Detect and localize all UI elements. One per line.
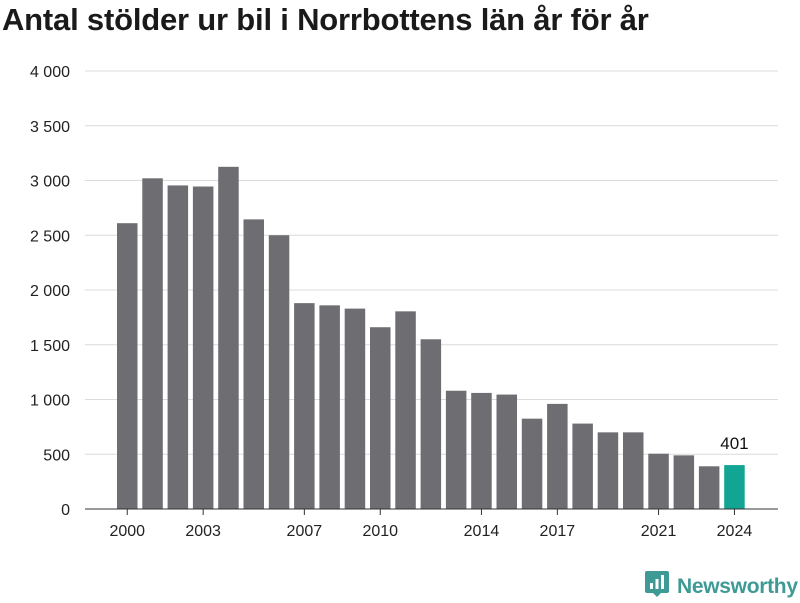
bar-2008 — [319, 305, 340, 509]
bars — [117, 166, 745, 510]
bar-2007 — [294, 303, 315, 509]
bar-2011 — [395, 311, 416, 509]
bar-2005 — [243, 219, 264, 509]
x-axis: 2000 2003 2007 2010 2014 2017 2021 2024 — [85, 508, 778, 540]
bar-2024 — [724, 465, 745, 509]
chart-title: Antal stölder ur bil i Norrbottens län å… — [2, 2, 649, 37]
x-tick-label: 2021 — [641, 523, 677, 540]
bar-2012 — [420, 339, 442, 509]
y-tick-label: 2 000 — [30, 283, 70, 300]
y-tick-label: 3 000 — [30, 174, 70, 191]
y-tick-label: 1 500 — [30, 338, 70, 355]
bar-2010 — [370, 327, 391, 509]
newsworthy-logo-icon — [644, 570, 670, 603]
bar-2022 — [673, 455, 695, 509]
bar-2021 — [648, 453, 669, 509]
x-tick-label: 2024 — [717, 523, 753, 540]
bar-2004 — [218, 166, 239, 509]
bar-2001 — [142, 178, 163, 509]
bar-2015 — [496, 394, 517, 509]
bar-2014 — [471, 392, 492, 509]
y-tick-label: 4 000 — [30, 64, 70, 81]
y-axis-ticks: 0 500 1 000 1 500 2 000 2 500 3 000 3 500 4 000 — [30, 64, 70, 519]
bar-2018 — [572, 423, 593, 509]
bar-2016 — [521, 418, 543, 509]
y-tick-label: 1 000 — [30, 393, 70, 410]
bar-2013 — [445, 390, 467, 509]
x-tick-label: 2007 — [287, 523, 323, 540]
x-tick-label: 2000 — [109, 523, 145, 540]
bar-2009 — [344, 308, 366, 509]
data-labels: 401 — [720, 434, 748, 453]
x-tick-label: 2014 — [464, 523, 500, 540]
y-tick-label: 2 500 — [30, 228, 70, 245]
bar-2019 — [597, 432, 619, 509]
brand-logo[interactable]: Newsworthy — [644, 570, 798, 603]
bar-2003 — [192, 186, 214, 509]
y-tick-label: 0 — [61, 502, 70, 519]
bar-2020 — [623, 432, 644, 509]
data-label-2024: 401 — [720, 434, 748, 453]
x-tick-label: 2017 — [540, 523, 576, 540]
x-tick-label: 2003 — [185, 523, 221, 540]
y-tick-label: 3 500 — [30, 119, 70, 136]
brand-name: Newsworthy — [677, 574, 798, 598]
y-tick-label: 500 — [43, 447, 70, 464]
bar-2023 — [698, 466, 720, 509]
x-tick-label: 2010 — [362, 523, 398, 540]
bar-2006 — [268, 235, 290, 509]
bar-2017 — [547, 403, 568, 509]
bar-2000 — [117, 223, 138, 509]
bar-2002 — [167, 185, 189, 510]
